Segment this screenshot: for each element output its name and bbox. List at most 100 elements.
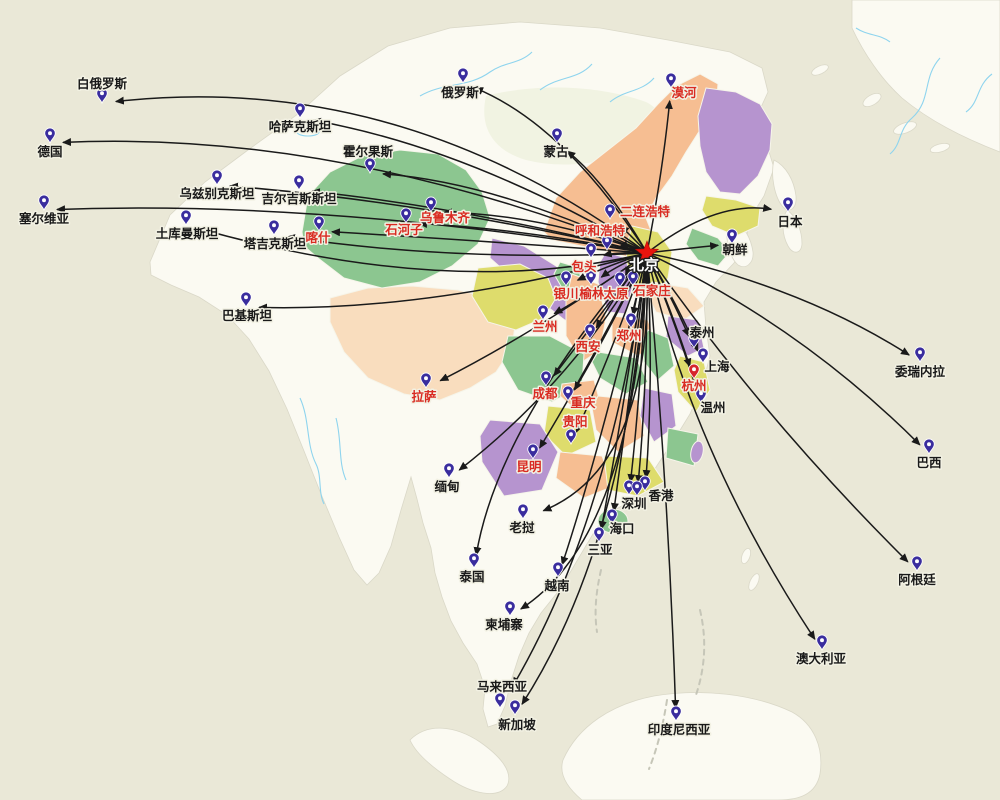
map-pin-chengdu[interactable]	[540, 370, 552, 388]
map-pin-sanya[interactable]	[593, 526, 605, 544]
map-label-chengdu: 成都	[532, 386, 558, 401]
map-pin-venezuela[interactable]	[914, 346, 926, 364]
map-label-hangzhou: 杭州	[681, 378, 706, 393]
map-pin-wulumuqi[interactable]	[425, 196, 437, 214]
route-arrows	[56, 87, 921, 709]
map-pin-haikou[interactable]	[606, 508, 618, 526]
map-label-germany: 德国	[37, 144, 62, 159]
map-pin-pakistan[interactable]	[240, 291, 252, 309]
sumatra-island	[409, 727, 510, 794]
map-pin-shijiazhuang[interactable]	[627, 270, 639, 288]
map-pin-shihezi[interactable]	[400, 207, 412, 225]
map-label-kazakhstan: 哈萨克斯坦	[269, 119, 332, 134]
map-pin-cambodia[interactable]	[504, 600, 516, 618]
route-arrow-serbia	[56, 205, 648, 254]
map-label-wulumuqi: 乌鲁木齐	[420, 210, 471, 225]
map-pin-taiyuan[interactable]	[614, 271, 626, 289]
river-line	[299, 397, 325, 505]
map-pin-brazil[interactable]	[923, 438, 935, 456]
map-pin-uzbekistan[interactable]	[211, 169, 223, 187]
map-label-xian: 西安	[575, 339, 600, 354]
map-pin-xian[interactable]	[584, 323, 596, 341]
map-pin-yinchuan[interactable]	[560, 270, 572, 288]
map-pin-singapore[interactable]	[509, 699, 521, 717]
map-label-venezuela: 委瑞内拉	[894, 364, 946, 379]
map-label-myanmar: 缅甸	[434, 479, 459, 494]
japan-island	[782, 209, 803, 253]
route-arrow-kyrgyzstan	[310, 188, 648, 254]
city-pins	[38, 67, 935, 723]
map-label-russia: 俄罗斯	[440, 85, 479, 100]
map-pin-russia[interactable]	[457, 67, 469, 85]
route-arrow-haikou	[610, 252, 648, 513]
map-pin-thailand[interactable]	[468, 552, 480, 570]
map-pin-guiyang[interactable]	[565, 428, 577, 446]
map-pin-laos[interactable]	[517, 503, 529, 521]
map-pin-huhehaote[interactable]	[601, 234, 613, 252]
route-arrow-singapore	[521, 252, 648, 705]
map-pin-yulin[interactable]	[585, 269, 597, 287]
route-arrow-turkmenistan	[197, 226, 648, 273]
map-pin-argentina[interactable]	[911, 555, 923, 573]
map-pin-lasa[interactable]	[420, 372, 432, 390]
map-pin-malaysia[interactable]	[494, 692, 506, 710]
route-arrow-mongolia	[566, 150, 648, 254]
map-label-argentina: 阿根廷	[898, 572, 936, 587]
map-pin-chongqing[interactable]	[562, 385, 574, 403]
province-shape	[665, 427, 699, 467]
map-pin-lanzhou[interactable]	[537, 304, 549, 322]
map-pin-mohe[interactable]	[665, 72, 677, 90]
river-line	[335, 417, 347, 481]
hub-star-icon[interactable]	[634, 240, 660, 264]
province-shape	[690, 440, 704, 464]
route-arrow-shihezi	[418, 219, 648, 254]
river-line	[965, 73, 993, 113]
map-pin-indonesia[interactable]	[670, 705, 682, 723]
map-pin-wenzhou[interactable]	[695, 387, 707, 405]
map-label-guiyang: 贵阳	[562, 414, 587, 429]
route-arrow-malaysia	[512, 252, 648, 687]
map-label-shijiazhuang: 石家庄	[632, 283, 671, 298]
map-pin-huoerguosi[interactable]	[364, 157, 376, 175]
map-pin-shenzhen[interactable]	[623, 479, 635, 497]
map-pin-pin-extra[interactable]	[631, 480, 643, 498]
map-label-tajikistan: 塔吉克斯坦	[244, 236, 307, 251]
route-arrow-venezuela	[646, 252, 910, 356]
route-arrow-indonesia	[646, 252, 680, 709]
map-pin-belarus[interactable]	[96, 87, 108, 105]
map-pin-kashi[interactable]	[313, 215, 325, 233]
map-pin-hangzhou[interactable]	[688, 363, 700, 381]
map-pin-kyrgyzstan[interactable]	[293, 174, 305, 192]
map-pin-australia[interactable]	[816, 634, 828, 652]
map-label-laos: 老挝	[508, 520, 535, 535]
map-pin-turkmenistan[interactable]	[180, 209, 192, 227]
map-label-shihezi: 石河子	[384, 222, 423, 237]
province-shape	[329, 285, 517, 401]
map-pin-shanghai[interactable]	[697, 347, 709, 365]
map-pin-serbia[interactable]	[38, 194, 50, 212]
map-label-malaysia: 马来西亚	[477, 679, 528, 694]
map-label-zhengzhou: 郑州	[616, 328, 641, 343]
map-pin-mongolia[interactable]	[551, 127, 563, 145]
map-pin-vietnam[interactable]	[552, 561, 564, 579]
map-pin-kazakhstan[interactable]	[294, 102, 306, 120]
map-pin-myanmar[interactable]	[443, 462, 455, 480]
map-pin-kunming[interactable]	[527, 443, 539, 461]
map-label-singapore: 新加坡	[498, 717, 536, 732]
map-pin-zhengzhou[interactable]	[625, 312, 637, 330]
map-pin-baotou[interactable]	[585, 242, 597, 260]
small-island	[740, 547, 752, 565]
map-label-lanzhou: 兰州	[532, 319, 557, 334]
map-pin-erlianhaote[interactable]	[604, 203, 616, 221]
map-label-indonesia: 印度尼西亚	[648, 722, 711, 737]
map-pin-dprk[interactable]	[726, 228, 738, 246]
map-pin-taizhou[interactable]	[688, 332, 700, 350]
map-pin-japan[interactable]	[782, 196, 794, 214]
map-label-taiyuan: 太原	[603, 286, 629, 301]
map-label-hongkong: 香港	[647, 488, 674, 503]
map-pin-tajikistan[interactable]	[268, 219, 280, 237]
route-arrow-japan	[646, 203, 773, 254]
map-pin-germany[interactable]	[44, 127, 56, 145]
